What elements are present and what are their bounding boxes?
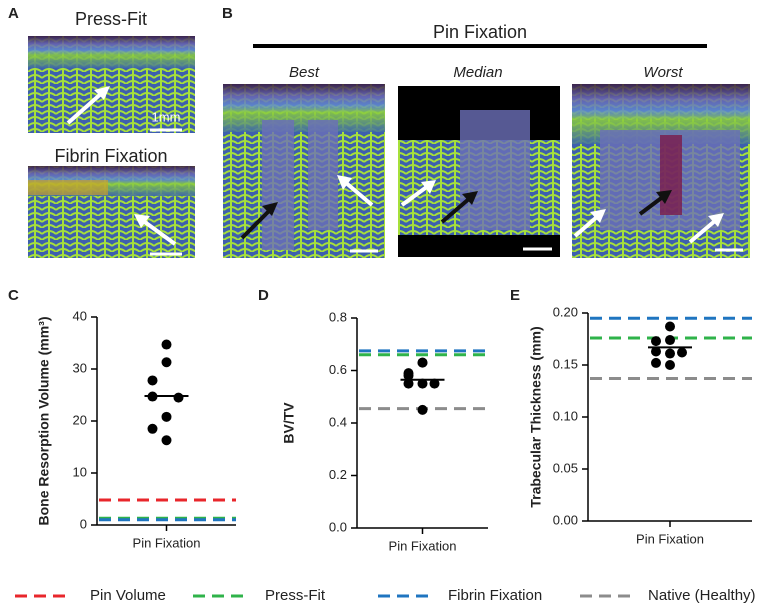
data-point xyxy=(161,339,172,350)
x-tick-label: Pin Fixation xyxy=(389,538,457,553)
image xyxy=(28,36,195,133)
data-point xyxy=(665,321,675,332)
image-title: Median xyxy=(453,64,502,81)
scale-bar-label: 1mm xyxy=(152,109,181,124)
panel-title: Pin Fixation xyxy=(433,22,527,42)
y-tick-label: 0.8 xyxy=(329,309,347,324)
y-tick-label: 0.6 xyxy=(329,362,347,377)
data-point xyxy=(161,357,172,368)
image-title: Best xyxy=(289,64,320,81)
legend-label: Press-Fit xyxy=(265,587,326,604)
y-axis-title: Bone Resorption Volume (mm³) xyxy=(36,317,52,526)
data-point xyxy=(665,335,675,346)
image xyxy=(223,84,385,258)
y-tick-label: 40 xyxy=(73,308,87,323)
data-point xyxy=(417,378,428,389)
panel-label: D xyxy=(258,287,269,304)
image-title: Press-Fit xyxy=(75,9,147,29)
y-tick-label: 0.4 xyxy=(329,414,347,429)
y-axis-title: Trabecular Thickness (mm) xyxy=(528,326,544,507)
data-point xyxy=(677,347,687,358)
y-tick-label: 20 xyxy=(73,412,87,427)
image-title: Worst xyxy=(643,64,683,81)
panel-label: E xyxy=(510,287,520,304)
y-tick-label: 0 xyxy=(80,516,87,531)
data-point xyxy=(147,375,158,386)
data-point xyxy=(429,378,440,389)
y-tick-label: 0.05 xyxy=(553,460,578,475)
y-tick-label: 0.10 xyxy=(553,408,578,423)
panel-label: C xyxy=(8,287,19,304)
data-point xyxy=(651,346,661,357)
x-tick-label: Pin Fixation xyxy=(133,535,201,550)
data-point xyxy=(665,360,675,370)
data-point xyxy=(417,404,428,415)
y-tick-label: 0.15 xyxy=(553,356,578,371)
legend-label: Native (Healthy) xyxy=(648,587,756,604)
image-title: Fibrin Fixation xyxy=(54,146,167,166)
y-tick-label: 0.00 xyxy=(553,512,578,527)
data-point xyxy=(651,357,661,368)
data-point xyxy=(147,423,158,434)
data-point xyxy=(417,357,428,368)
image xyxy=(572,84,750,258)
data-point xyxy=(161,411,172,422)
legend-label: Fibrin Fixation xyxy=(448,587,542,604)
y-tick-label: 0.2 xyxy=(329,467,347,482)
data-point xyxy=(173,392,184,403)
data-point xyxy=(161,435,172,446)
y-tick-label: 10 xyxy=(73,464,87,479)
image xyxy=(28,166,195,258)
data-point xyxy=(651,336,661,347)
y-tick-label: 0.0 xyxy=(329,519,347,534)
panel-label: B xyxy=(222,5,233,22)
image xyxy=(398,86,560,257)
data-point xyxy=(665,348,675,359)
legend-label: Pin Volume xyxy=(90,587,166,604)
x-tick-label: Pin Fixation xyxy=(636,531,704,546)
data-point xyxy=(403,370,414,381)
data-point xyxy=(403,378,414,389)
y-axis-title: BV/TV xyxy=(281,402,297,444)
y-tick-label: 0.20 xyxy=(553,304,578,319)
y-tick-label: 30 xyxy=(73,360,87,375)
panel-label: A xyxy=(8,5,19,22)
